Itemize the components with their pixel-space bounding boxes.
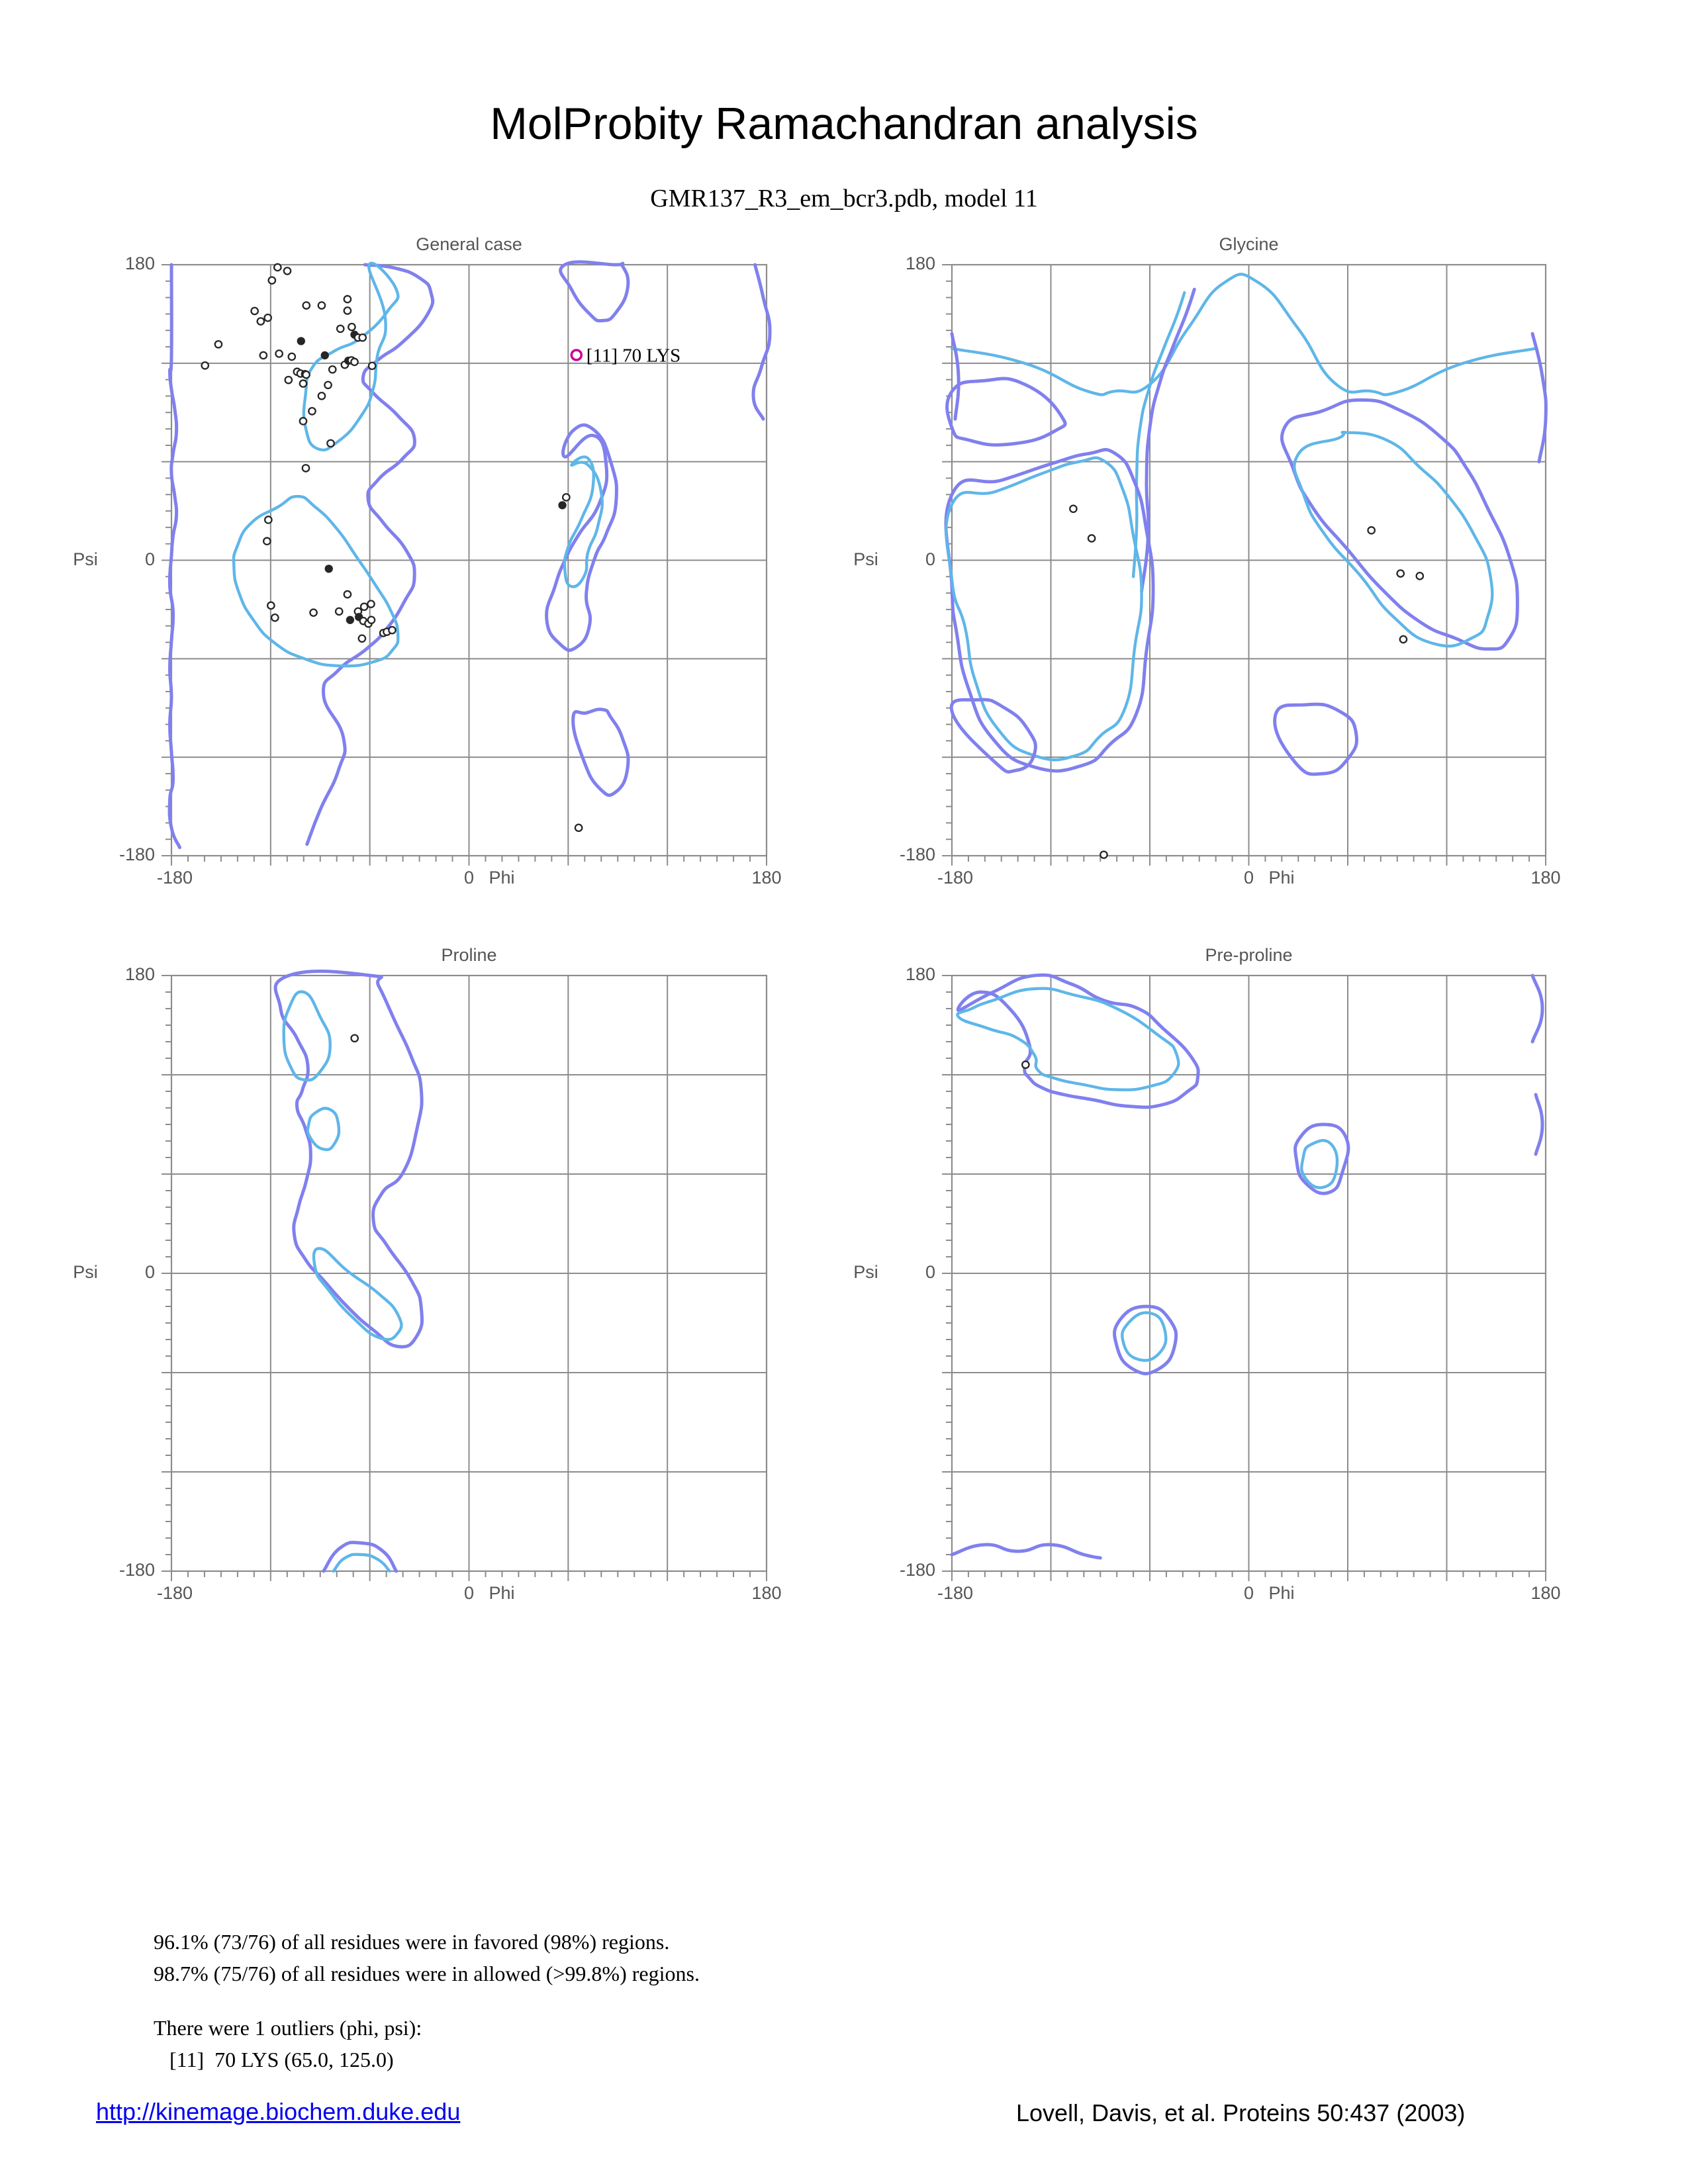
svg-text:[11] 70 LYS: [11] 70 LYS: [586, 345, 680, 366]
